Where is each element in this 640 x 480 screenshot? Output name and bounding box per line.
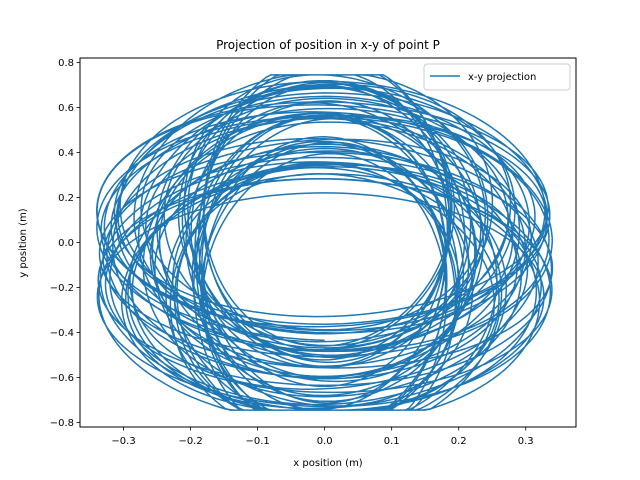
x-tick-label: −0.1 <box>245 436 269 447</box>
x-tick-label: 0.3 <box>518 436 534 447</box>
x-tick-label: 0.0 <box>317 436 333 447</box>
series-layer <box>96 74 554 411</box>
y-axis-label: y position (m) <box>18 208 29 278</box>
y-tick-label: 0.6 <box>58 103 74 114</box>
x-tick-label: −0.2 <box>178 436 202 447</box>
y-tick-label: −0.8 <box>50 418 74 429</box>
y-axis-ticks: −0.8 −0.6 −0.4 −0.2 0.0 0.2 0.4 0.6 0.8 <box>50 58 80 429</box>
y-tick-label: 0.2 <box>58 193 74 204</box>
y-tick-label: 0.8 <box>58 58 74 69</box>
x-axis-ticks: −0.3 −0.2 −0.1 0.0 0.1 0.2 0.3 <box>111 427 534 447</box>
y-tick-label: −0.6 <box>50 373 74 384</box>
chart-title: Projection of position in x-y of point P <box>216 38 440 52</box>
legend: x-y projection <box>423 63 571 91</box>
y-tick-label: −0.2 <box>50 283 74 294</box>
x-tick-label: 0.2 <box>451 436 467 447</box>
series-line-xy-projection <box>96 74 554 411</box>
y-tick-label: 0.0 <box>58 238 74 249</box>
x-tick-label: −0.3 <box>111 436 135 447</box>
legend-label: x-y projection <box>468 72 536 83</box>
y-tick-label: 0.4 <box>58 148 74 159</box>
x-axis-label: x position (m) <box>293 458 363 469</box>
y-tick-label: −0.4 <box>50 328 74 339</box>
legend-box <box>423 63 571 91</box>
x-tick-label: 0.1 <box>384 436 400 447</box>
